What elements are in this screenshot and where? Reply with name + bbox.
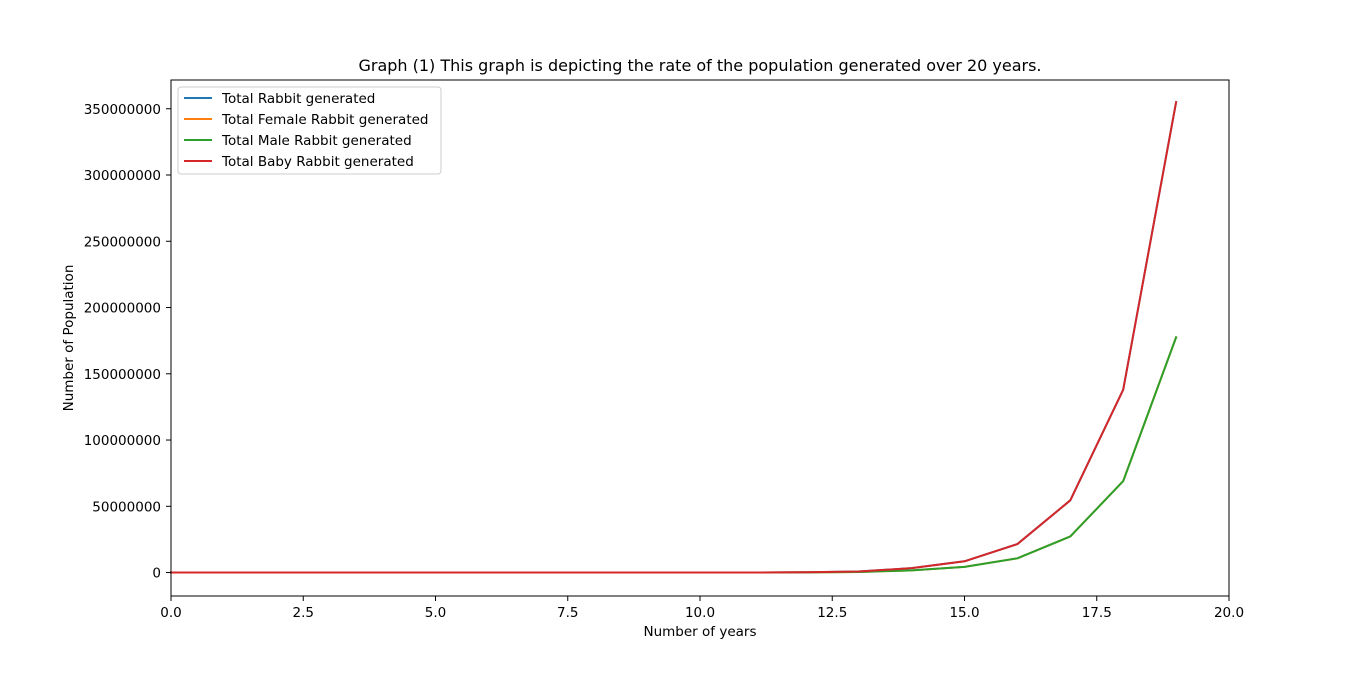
y-tick-label: 0 <box>152 566 161 582</box>
x-tick-label: 20.0 <box>1214 605 1244 621</box>
y-tick-label: 300000000 <box>84 168 161 184</box>
y-axis: 0 50000000 100000000 150000000 200000000 2500… <box>84 102 171 582</box>
legend-entry-label: Total Rabbit generated <box>221 91 375 107</box>
x-tick-label: 0.0 <box>160 605 181 621</box>
x-tick-label: 7.5 <box>557 605 578 621</box>
chart-title: Graph (1) This graph is depicting the ra… <box>358 56 1041 75</box>
legend-entry-label: Total Baby Rabbit generated <box>221 154 414 170</box>
y-tick-label: 100000000 <box>84 433 161 449</box>
legend-entry-label: Total Female Rabbit generated <box>221 112 428 128</box>
legend-entry-label: Total Male Rabbit generated <box>221 133 412 149</box>
y-tick-label: 350000000 <box>84 102 161 118</box>
x-axis-label: Number of years <box>644 624 757 640</box>
y-tick-label: 50000000 <box>92 499 161 515</box>
series-line-4 <box>170 100 1178 574</box>
legend: Total Rabbit generated Total Female Rabbi… <box>177 86 442 175</box>
x-tick-label: 17.5 <box>1082 605 1112 621</box>
y-axis-label: Number of Population <box>61 265 77 412</box>
legend-box <box>177 86 442 175</box>
y-tick-label: 250000000 <box>84 234 161 250</box>
x-tick-label: 5.0 <box>425 605 446 621</box>
x-tick-label: 10.0 <box>685 605 715 621</box>
y-tick-label: 150000000 <box>84 367 161 383</box>
x-tick-label: 15.0 <box>949 605 979 621</box>
y-tick-label: 200000000 <box>84 301 161 317</box>
series-lines <box>170 100 1178 574</box>
x-axis: 0.0 2.5 5.0 7.5 10.0 12.5 15.0 17.5 20.0 <box>160 596 1244 621</box>
x-tick-label: 12.5 <box>817 605 847 621</box>
x-tick-label: 2.5 <box>293 605 314 621</box>
